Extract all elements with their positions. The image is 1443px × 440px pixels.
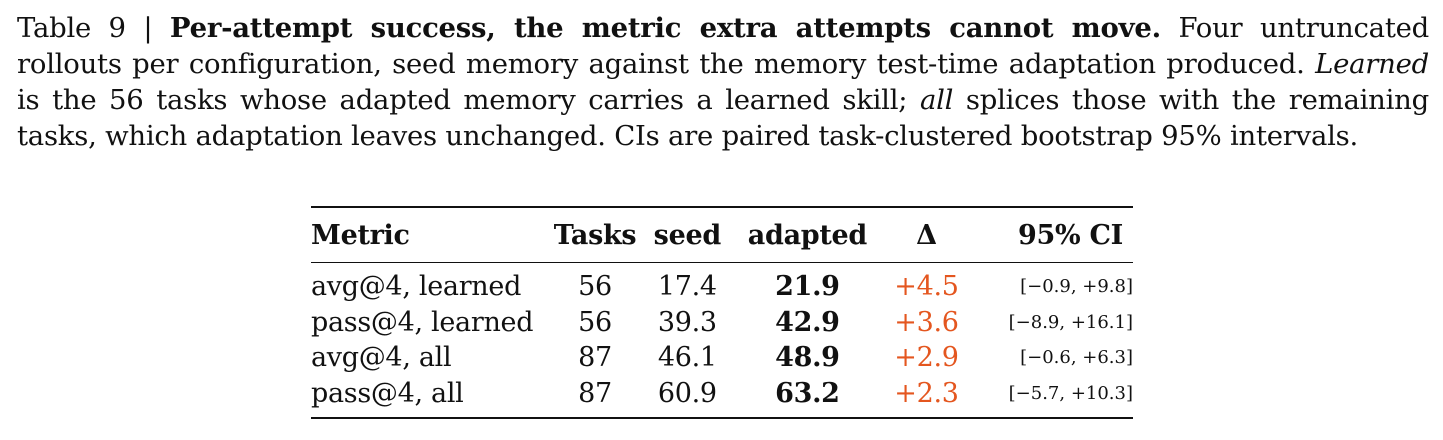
caption-text-2: is the 56 tasks whose adapted memory car… <box>17 84 920 116</box>
caption-italic-all: all <box>919 84 954 116</box>
table-row: avg@4, learned 56 17.4 21.9 +4.5 [−0.9, … <box>311 263 1133 305</box>
header-tasks: Tasks <box>547 206 643 263</box>
caption-title: Per-attempt success, the metric extra at… <box>169 12 1161 44</box>
table-header-row: Metric Tasks seed adapted Δ 95% CI <box>311 206 1133 263</box>
cell-seed: 17.4 <box>657 271 717 303</box>
table-row: pass@4, all 87 60.9 63.2 +2.3 [−5.7, +10… <box>311 375 1133 419</box>
header-seed: seed <box>642 206 733 263</box>
cell-tasks: 87 <box>578 342 612 374</box>
cell-seed: 46.1 <box>657 342 717 374</box>
cell-delta: +2.3 <box>882 375 971 419</box>
cell-metric: pass@4, learned <box>311 306 534 338</box>
header-ci: 95% CI <box>970 206 1133 263</box>
cell-ci: [−0.6, +6.3] <box>1020 347 1133 369</box>
header-delta: Δ <box>882 206 971 263</box>
caption-text-1: Four untruncated rollouts per configurat… <box>17 12 1429 80</box>
cell-adapted: 21.9 <box>775 271 840 303</box>
cell-tasks: 87 <box>547 375 643 419</box>
cell-delta: +4.5 <box>894 271 959 303</box>
caption-label: Table 9 | <box>17 12 170 44</box>
cell-tasks: 56 <box>578 306 612 338</box>
cell-delta: +3.6 <box>894 306 959 338</box>
cell-seed: 60.9 <box>642 375 733 419</box>
cell-adapted: 48.9 <box>775 342 840 374</box>
table-caption: Table 9 | Per-attempt success, the metri… <box>17 10 1429 154</box>
cell-ci: [−5.7, +10.3] <box>970 375 1133 419</box>
cell-delta: +2.9 <box>894 342 959 374</box>
cell-ci: [−0.9, +9.8] <box>1020 276 1133 298</box>
cell-adapted: 63.2 <box>732 375 883 419</box>
cell-ci: [−8.9, +16.1] <box>1008 311 1133 333</box>
table-row: pass@4, learned 56 39.3 42.9 +3.6 [−8.9,… <box>311 305 1133 341</box>
results-table: Metric Tasks seed adapted Δ 95% CI avg@4… <box>311 206 1133 419</box>
cell-metric: avg@4, learned <box>311 271 522 303</box>
cell-tasks: 56 <box>578 271 612 303</box>
header-adapted: adapted <box>732 206 883 263</box>
cell-adapted: 42.9 <box>775 306 840 338</box>
cell-seed: 39.3 <box>657 306 717 338</box>
caption-text-3: splices those with the remaining tasks, … <box>17 84 1429 152</box>
cell-metric: pass@4, all <box>311 375 548 419</box>
cell-metric: avg@4, all <box>311 342 452 374</box>
header-metric: Metric <box>311 206 548 263</box>
table-row: avg@4, all 87 46.1 48.9 +2.9 [−0.6, +6.3… <box>311 340 1133 376</box>
caption-italic-learned: Learned <box>1315 48 1429 80</box>
